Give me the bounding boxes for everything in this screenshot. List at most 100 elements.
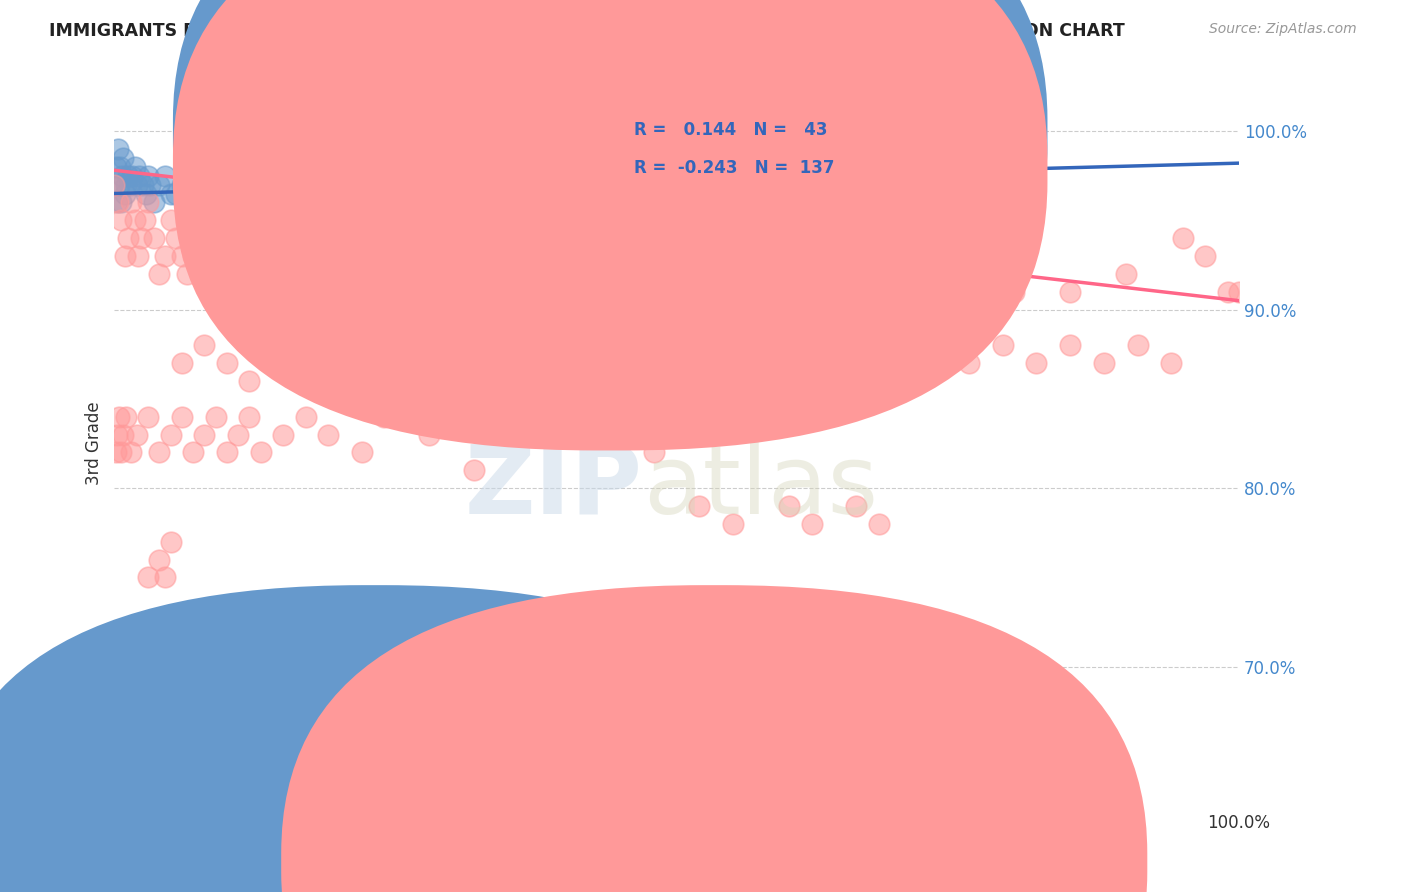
Point <box>142 731 165 745</box>
Point <box>283 267 305 281</box>
Point <box>128 169 150 183</box>
Point <box>226 427 249 442</box>
Point <box>193 338 215 352</box>
Point <box>238 178 260 192</box>
Point <box>699 338 721 352</box>
Point <box>187 169 209 183</box>
Point <box>226 169 249 183</box>
Point <box>643 445 665 459</box>
Point <box>108 178 131 192</box>
Point <box>124 213 146 227</box>
Point <box>496 169 519 183</box>
Point <box>856 356 879 370</box>
Point <box>238 374 260 388</box>
Point <box>176 186 198 201</box>
Point <box>103 178 125 192</box>
Point <box>238 409 260 424</box>
Point <box>120 195 142 210</box>
Point <box>131 231 153 245</box>
Point <box>103 178 125 192</box>
Point <box>136 195 159 210</box>
Point <box>575 338 598 352</box>
Point <box>440 267 463 281</box>
Point <box>508 249 530 263</box>
Point <box>110 195 132 210</box>
Point <box>153 169 176 183</box>
Point <box>159 213 181 227</box>
Point <box>811 338 834 352</box>
Point <box>957 356 980 370</box>
Point <box>316 249 339 263</box>
Point <box>283 338 305 352</box>
Point <box>131 713 153 727</box>
Point <box>1126 338 1149 352</box>
Point <box>159 427 181 442</box>
Point <box>316 427 339 442</box>
Point <box>232 249 254 263</box>
Point <box>496 356 519 370</box>
Point <box>598 374 620 388</box>
Point <box>117 231 139 245</box>
Point <box>373 409 395 424</box>
Point <box>125 427 148 442</box>
Point <box>124 160 146 174</box>
Point <box>108 160 131 174</box>
Point <box>114 409 136 424</box>
Point <box>339 285 361 299</box>
Point <box>328 267 350 281</box>
Point <box>114 178 136 192</box>
Point <box>564 356 586 370</box>
Point <box>721 285 744 299</box>
Point <box>112 151 135 165</box>
Point <box>136 570 159 584</box>
Point <box>553 285 575 299</box>
Point <box>165 186 187 201</box>
Point <box>114 186 136 201</box>
Point <box>530 392 553 406</box>
Point <box>117 169 139 183</box>
Text: IMMIGRANTS FROM MICRONESIA VS IMMIGRANTS FROM CENTRAL AMERICA 3RD GRADE CORRELAT: IMMIGRANTS FROM MICRONESIA VS IMMIGRANTS… <box>49 22 1125 40</box>
Point <box>108 409 131 424</box>
Point <box>260 356 283 370</box>
Point <box>204 169 226 183</box>
Text: R =   0.144   N =   43: R = 0.144 N = 43 <box>634 121 828 139</box>
Point <box>384 178 406 192</box>
Point <box>104 160 127 174</box>
Point <box>305 267 328 281</box>
Text: Source: ZipAtlas.com: Source: ZipAtlas.com <box>1209 22 1357 37</box>
Point <box>131 178 153 192</box>
Point <box>868 516 890 531</box>
Point <box>105 195 128 210</box>
Point <box>1227 285 1250 299</box>
Point <box>170 249 193 263</box>
Point <box>418 427 440 442</box>
Point <box>249 178 271 192</box>
Point <box>350 249 373 263</box>
Point <box>463 463 485 477</box>
Point <box>294 267 316 281</box>
Point <box>139 178 162 192</box>
Text: Immigrants from Central America: Immigrants from Central America <box>734 855 991 870</box>
Point <box>778 499 800 513</box>
Point <box>350 445 373 459</box>
Point <box>1115 267 1137 281</box>
Point <box>215 178 238 192</box>
Point <box>1059 338 1081 352</box>
Point <box>125 178 148 192</box>
Point <box>620 356 643 370</box>
Point <box>107 195 129 210</box>
Point <box>215 231 238 245</box>
Point <box>1002 285 1025 299</box>
Point <box>665 178 688 192</box>
Point <box>187 231 209 245</box>
Point <box>890 249 912 263</box>
Point <box>120 445 142 459</box>
Point <box>755 356 778 370</box>
Point <box>395 374 418 388</box>
Point <box>946 231 969 245</box>
Point <box>111 169 134 183</box>
Point <box>127 249 149 263</box>
Point <box>1171 231 1194 245</box>
Point <box>631 356 654 370</box>
Point <box>271 427 294 442</box>
